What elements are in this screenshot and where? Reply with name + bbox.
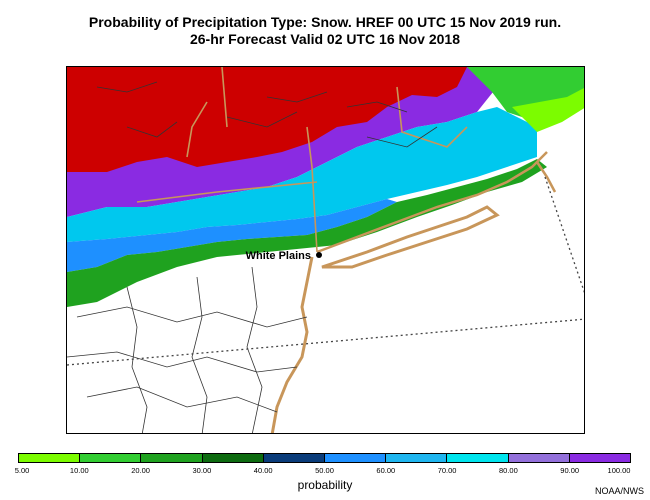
map-title-line2: 26-hr Forecast Valid 02 UTC 16 Nov 2018	[189, 31, 460, 47]
colorbar-segment	[202, 454, 264, 462]
colorbar-tick-label: 80.00	[499, 466, 518, 475]
map-title-line1: Probability of Precipitation Type: Snow.…	[88, 14, 562, 30]
colorbar-segment	[141, 454, 203, 462]
colorbar-tick-label: 70.00	[437, 466, 457, 475]
colorbar-tick-label: 100.00	[607, 466, 631, 475]
colorbar-segment	[80, 454, 142, 462]
colorbar-tick-label: 60.00	[376, 466, 396, 475]
colorbar	[18, 453, 631, 463]
colorbar-segment	[263, 454, 326, 462]
city-dot	[316, 252, 322, 258]
colorbar-tick-label: 50.00	[315, 466, 334, 475]
long-island	[321, 205, 500, 269]
precipitation-map: White Plains	[66, 66, 585, 434]
grid-lines	[67, 176, 584, 366]
state-borders	[136, 67, 468, 253]
county-lines	[67, 81, 438, 433]
colorbar-tick-label: 90.00	[560, 466, 580, 475]
colorbar-segment	[386, 454, 448, 462]
colorbar-tick-label: 20.00	[131, 466, 150, 475]
credit-text: NOAA/NWS	[594, 486, 644, 496]
shade-light-green-edge	[512, 88, 584, 132]
shade-green-band	[67, 159, 547, 307]
city-label: White Plains	[246, 250, 311, 262]
colorbar-segment	[569, 454, 631, 462]
cape-cod	[535, 161, 557, 193]
probability-shading	[67, 67, 584, 307]
shade-cyan-band	[67, 107, 537, 242]
coastline	[136, 67, 557, 433]
colorbar-tick-label: 10.00	[69, 466, 89, 475]
nj-coast	[270, 256, 314, 433]
colorbar-segment	[19, 454, 81, 462]
colorbar-tick-label: 40.00	[253, 466, 273, 475]
colorbar-label: probability	[297, 478, 353, 492]
shade-red-band	[67, 67, 467, 172]
city-marker-white-plains: White Plains	[246, 250, 322, 262]
ct-coast	[316, 151, 548, 254]
colorbar-tick-label: 5.00	[14, 466, 30, 475]
colorbar-segment	[325, 454, 387, 462]
colorbar-segment	[508, 454, 570, 462]
colorbar-tick-label: 30.00	[192, 466, 212, 475]
colorbar-segment	[447, 454, 509, 462]
